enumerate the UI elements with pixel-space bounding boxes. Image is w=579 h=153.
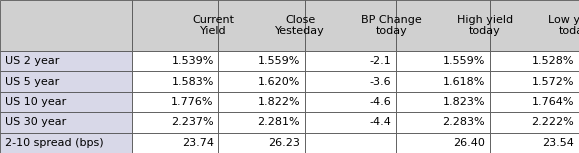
Text: 2.281%: 2.281%	[258, 117, 300, 127]
Bar	[132, 0, 218, 51]
Text: -4.4: -4.4	[369, 117, 391, 127]
Bar	[218, 51, 305, 71]
Text: 1.764%: 1.764%	[532, 97, 574, 107]
Text: 1.583%: 1.583%	[171, 77, 214, 87]
Bar	[305, 71, 396, 92]
Bar	[0, 51, 132, 71]
Bar	[218, 133, 305, 153]
Bar	[0, 133, 132, 153]
Text: 1.620%: 1.620%	[258, 77, 300, 87]
Text: US 10 year: US 10 year	[5, 97, 66, 107]
Text: 1.539%: 1.539%	[171, 56, 214, 66]
Text: BP Change
today: BP Change today	[361, 15, 422, 36]
Text: US 30 year: US 30 year	[5, 117, 66, 127]
Bar	[396, 133, 490, 153]
Bar	[490, 51, 579, 71]
Text: 23.74: 23.74	[182, 138, 214, 148]
Text: Close
Yesteday: Close Yesteday	[275, 15, 325, 36]
Text: 1.572%: 1.572%	[532, 77, 574, 87]
Bar	[490, 92, 579, 112]
Bar	[132, 133, 218, 153]
Bar	[132, 92, 218, 112]
Text: 2.237%: 2.237%	[171, 117, 214, 127]
Text: Low yield
today: Low yield today	[548, 15, 579, 36]
Text: 1.559%: 1.559%	[258, 56, 300, 66]
Bar	[305, 133, 396, 153]
Bar	[305, 0, 396, 51]
Text: -3.6: -3.6	[370, 77, 391, 87]
Text: US 2 year: US 2 year	[5, 56, 59, 66]
Text: -2.1: -2.1	[370, 56, 391, 66]
Text: 1.618%: 1.618%	[442, 77, 485, 87]
Text: 1.528%: 1.528%	[532, 56, 574, 66]
Bar	[305, 51, 396, 71]
Text: High yield
today: High yield today	[457, 15, 513, 36]
Text: 1.559%: 1.559%	[442, 56, 485, 66]
Bar	[218, 0, 305, 51]
Bar	[132, 71, 218, 92]
Bar	[396, 112, 490, 133]
Bar	[490, 0, 579, 51]
Text: US 5 year: US 5 year	[5, 77, 59, 87]
Bar	[218, 92, 305, 112]
Bar	[396, 71, 490, 92]
Text: -4.6: -4.6	[370, 97, 391, 107]
Text: Current
Yield: Current Yield	[193, 15, 234, 36]
Bar	[218, 112, 305, 133]
Text: 2-10 spread (bps): 2-10 spread (bps)	[5, 138, 103, 148]
Text: 1.822%: 1.822%	[258, 97, 300, 107]
Text: 1.823%: 1.823%	[442, 97, 485, 107]
Text: 2.222%: 2.222%	[532, 117, 574, 127]
Bar	[218, 71, 305, 92]
Bar	[305, 112, 396, 133]
Text: 2.283%: 2.283%	[442, 117, 485, 127]
Bar	[132, 112, 218, 133]
Text: 23.54: 23.54	[543, 138, 574, 148]
Bar	[132, 51, 218, 71]
Text: 1.776%: 1.776%	[171, 97, 214, 107]
Bar	[396, 51, 490, 71]
Bar	[0, 71, 132, 92]
Bar	[0, 112, 132, 133]
Bar	[490, 71, 579, 92]
Text: 26.40: 26.40	[453, 138, 485, 148]
Bar	[490, 133, 579, 153]
Bar	[396, 92, 490, 112]
Bar	[396, 0, 490, 51]
Bar	[0, 0, 132, 51]
Text: 26.23: 26.23	[268, 138, 300, 148]
Bar	[305, 92, 396, 112]
Bar	[0, 92, 132, 112]
Bar	[490, 112, 579, 133]
